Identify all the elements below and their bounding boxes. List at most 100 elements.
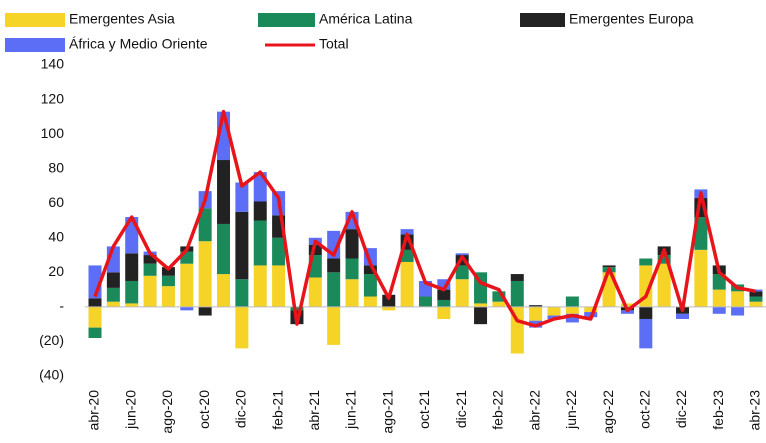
bar — [235, 306, 249, 349]
bar — [694, 249, 708, 307]
bar — [639, 306, 653, 319]
bar — [749, 296, 763, 302]
bar — [217, 274, 231, 307]
x-tick-label: feb-22 — [490, 390, 506, 430]
bar — [400, 249, 414, 262]
bar — [547, 306, 561, 316]
legend-swatch — [258, 13, 315, 27]
bar — [712, 289, 726, 307]
bar — [712, 306, 726, 314]
bar — [657, 255, 671, 264]
bar — [88, 298, 102, 307]
y-tick-label: 120 — [41, 90, 65, 106]
y-tick-label: 100 — [41, 125, 65, 141]
bar — [106, 272, 120, 288]
bar — [198, 241, 212, 307]
bar — [198, 306, 212, 316]
bar — [437, 299, 451, 307]
legend-label: Total — [319, 36, 349, 52]
bar — [749, 301, 763, 307]
y-tick-label: - — [59, 298, 64, 314]
bar — [382, 306, 396, 311]
bar — [106, 301, 120, 307]
bar — [272, 265, 286, 307]
legend-label: África y Medio Oriente — [69, 36, 208, 52]
bar — [455, 279, 469, 307]
bar — [639, 265, 653, 307]
bar — [694, 217, 708, 250]
bar — [437, 289, 451, 300]
bar — [437, 306, 451, 319]
bar — [363, 265, 377, 275]
bar — [125, 303, 139, 307]
bar — [345, 258, 359, 280]
x-tick-label: feb-21 — [269, 390, 285, 430]
y-tick-label: 20 — [48, 263, 64, 279]
bar — [602, 265, 616, 268]
bar — [272, 237, 286, 266]
legend-label: América Latina — [319, 11, 413, 27]
bar — [565, 306, 579, 314]
bar — [510, 274, 524, 281]
bar — [180, 306, 194, 311]
x-tick-label: dic-22 — [673, 390, 689, 428]
legend-swatch — [520, 13, 565, 27]
bar — [400, 261, 414, 307]
bar — [161, 286, 175, 307]
bar — [731, 306, 745, 316]
bar — [180, 263, 194, 307]
x-tick-label: abr-21 — [306, 390, 322, 431]
bar — [529, 305, 543, 307]
bar — [400, 229, 414, 235]
bar — [437, 279, 451, 290]
x-tick-label: ago-22 — [600, 390, 616, 434]
x-tick-label: ago-21 — [379, 390, 395, 434]
legend-swatch — [5, 38, 65, 52]
bar — [88, 306, 102, 328]
bar — [308, 277, 322, 307]
total-line — [93, 109, 757, 328]
bar — [474, 303, 488, 307]
bar — [327, 258, 341, 273]
bar — [253, 220, 267, 266]
bar — [584, 306, 598, 313]
bar — [290, 306, 304, 311]
bar — [327, 272, 341, 307]
bar — [363, 296, 377, 307]
bar — [161, 275, 175, 287]
x-tick-label: jun-21 — [343, 390, 359, 430]
bar — [418, 296, 432, 307]
x-tick-label: abr-23 — [747, 390, 763, 431]
bar — [308, 244, 322, 256]
bar — [253, 265, 267, 307]
x-tick-label: dic-20 — [233, 390, 249, 428]
bar — [143, 255, 157, 264]
bar — [235, 211, 249, 280]
bar — [198, 208, 212, 242]
bar — [620, 303, 634, 307]
bar — [88, 327, 102, 338]
bar — [474, 306, 488, 325]
bar — [565, 296, 579, 307]
bar — [345, 229, 359, 259]
legend-label: Emergentes Europa — [569, 11, 694, 27]
bar — [492, 291, 506, 302]
x-tick-label: abr-22 — [526, 390, 542, 431]
bar — [217, 160, 231, 224]
legend-label: Emergentes Asia — [69, 11, 175, 27]
bar — [529, 306, 543, 321]
bar — [639, 318, 653, 349]
bar — [125, 253, 139, 281]
bar — [639, 258, 653, 266]
bar — [363, 274, 377, 297]
bar — [455, 265, 469, 280]
bar — [712, 274, 726, 290]
bar — [253, 201, 267, 221]
bar — [382, 294, 396, 307]
bar — [492, 301, 506, 307]
bar — [235, 182, 249, 212]
bar — [455, 253, 469, 256]
x-tick-label: oct-22 — [637, 390, 653, 429]
bar — [161, 267, 175, 276]
